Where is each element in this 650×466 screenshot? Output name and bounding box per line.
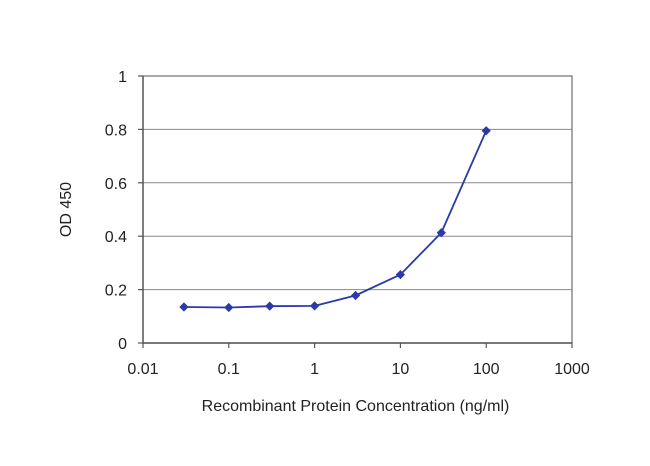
plot-area [142,75,573,344]
series-layer [179,126,491,313]
data-point [309,301,320,311]
data-point [224,302,234,313]
x-tick-label: 0.01 [127,361,158,378]
data-point [350,290,361,301]
x-tick-label: 0.1 [218,361,240,378]
y-tick-label: 1 [118,69,127,86]
y-tick-label: 0.2 [105,283,127,300]
x-axis-title: Recombinant Protein Concentration (ng/ml… [202,398,510,415]
x-tick-label: 1000 [554,361,590,378]
y-axis-title: OD 450 [58,182,75,237]
series-line [183,130,488,309]
data-point [395,270,406,280]
x-tick-label: 100 [473,361,500,378]
x-tick-label: 10 [392,361,410,378]
axes: 0 0.2 0.4 0.6 0.8 1 0.01 0.1 1 10 100 1000 [105,69,590,378]
y-tick-label: 0 [118,336,127,353]
data-point [179,302,189,312]
y-tick-label: 0.8 [105,122,127,139]
gridlines [143,128,572,291]
y-tick-label: 0.4 [105,229,127,246]
data-point [265,301,275,311]
data-point [436,228,446,238]
data-point [481,126,491,136]
y-tick-label: 0.6 [105,176,127,193]
x-tick-label: 1 [310,361,319,378]
